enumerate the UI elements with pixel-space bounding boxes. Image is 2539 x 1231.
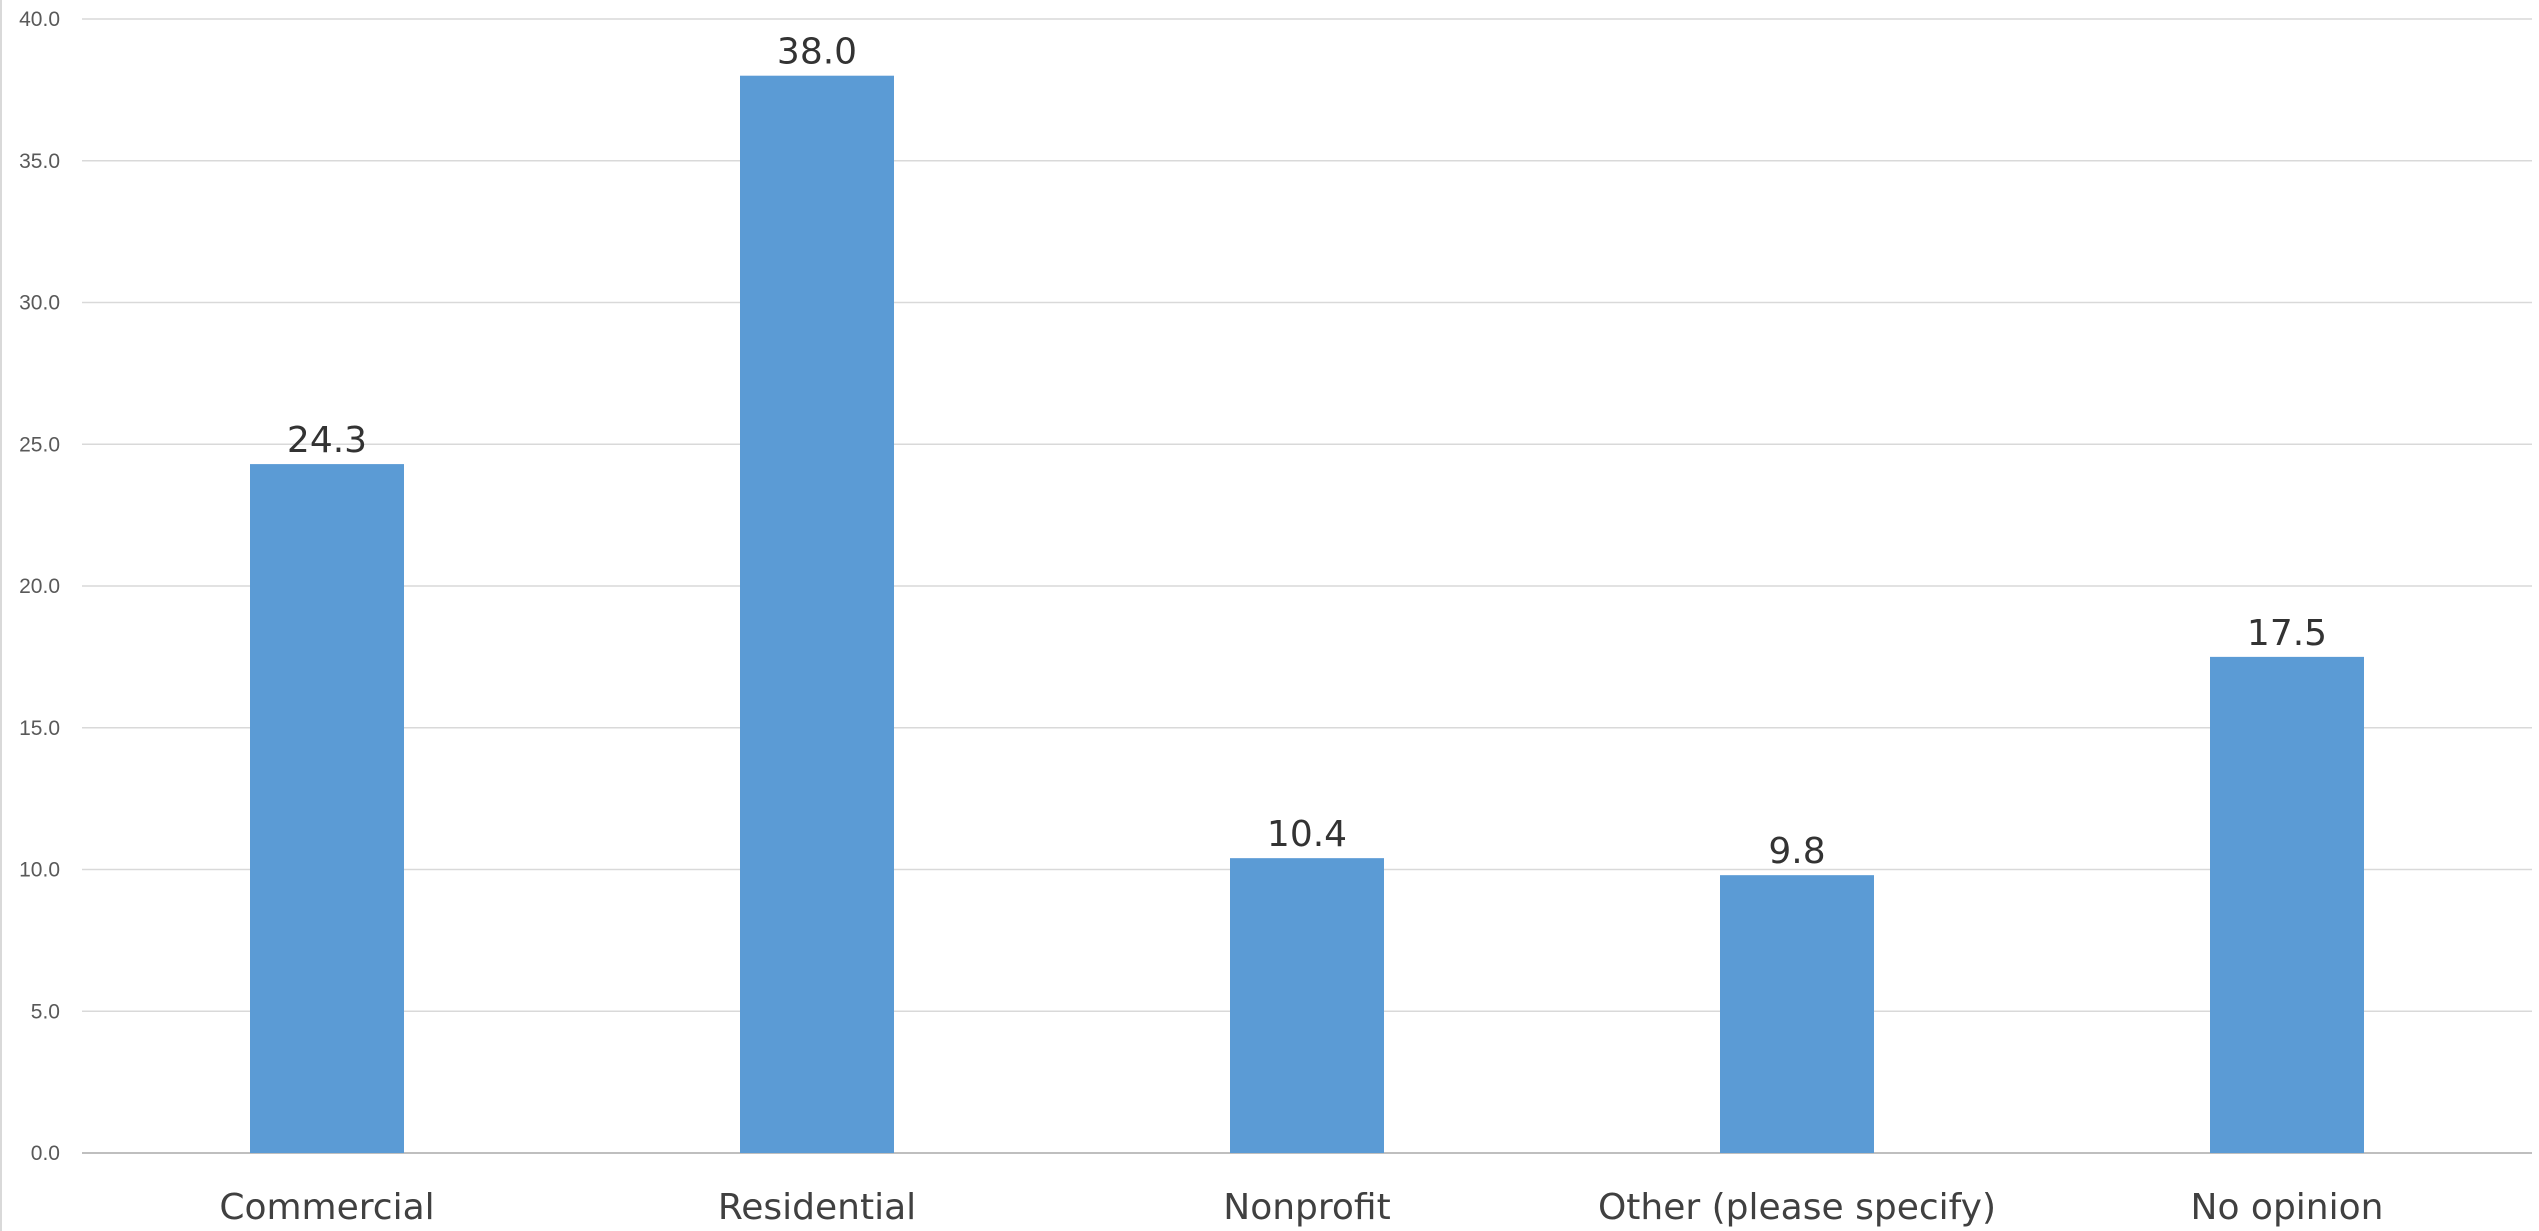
x-tick-label: Residential (718, 1187, 916, 1228)
bar (1720, 875, 1874, 1153)
data-labels: 24.3 38.0 10.4 9.8 17.5 (287, 32, 2327, 872)
data-label: 17.5 (2247, 613, 2327, 654)
x-axis-ticks: Commercial Residential Nonprofit Other (ple… (219, 1187, 2383, 1228)
y-axis-ticks: 0.0 5.0 10.0 15.0 20.0 25.0 30.0 35.0 40.0 (19, 8, 60, 1165)
x-tick-label: Other (please specify) (1598, 1187, 1996, 1228)
bar (2210, 656, 2364, 1153)
y-tick-label: 35.0 (19, 150, 60, 173)
y-tick-label: 5.0 (31, 1000, 60, 1023)
x-tick-label: Commercial (219, 1187, 434, 1228)
y-tick-label: 10.0 (19, 859, 60, 882)
x-tick-label: Nonprofit (1223, 1187, 1390, 1228)
data-label: 10.4 (1267, 814, 1347, 855)
data-label: 38.0 (777, 32, 857, 73)
data-label: 24.3 (287, 420, 367, 461)
y-tick-label: 0.0 (31, 1142, 60, 1165)
x-tick-label: No opinion (2191, 1187, 2384, 1228)
y-tick-label: 15.0 (19, 717, 60, 740)
bar (1230, 858, 1384, 1153)
bar (740, 75, 894, 1154)
y-tick-label: 25.0 (19, 433, 60, 456)
y-tick-label: 30.0 (19, 292, 60, 315)
y-tick-label: 20.0 (19, 575, 60, 598)
bar (250, 464, 404, 1154)
y-tick-label: 40.0 (19, 8, 60, 31)
data-label: 9.8 (1768, 831, 1825, 872)
bars (250, 75, 2364, 1154)
